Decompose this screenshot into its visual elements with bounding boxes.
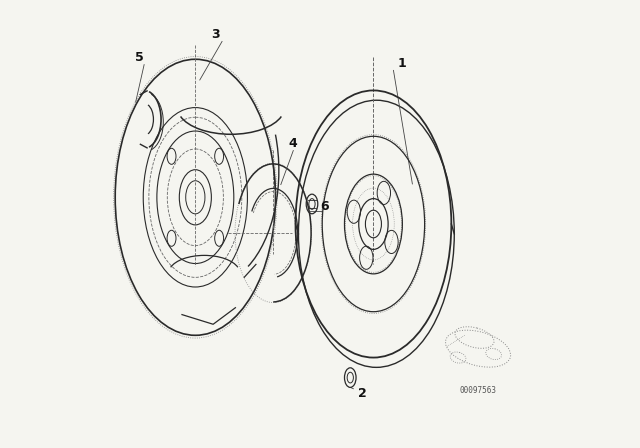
Text: 4: 4 (289, 138, 298, 151)
Text: 3: 3 (211, 28, 220, 41)
Text: 2: 2 (358, 387, 367, 400)
Text: 5: 5 (135, 51, 144, 64)
Text: 00097563: 00097563 (460, 387, 497, 396)
Text: 6: 6 (320, 200, 329, 213)
Text: 1: 1 (398, 57, 407, 70)
